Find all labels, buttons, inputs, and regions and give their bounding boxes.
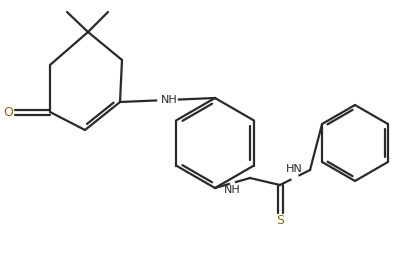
Text: NH: NH [224, 185, 241, 195]
Text: HN: HN [286, 165, 302, 174]
Text: S: S [276, 214, 284, 227]
Text: O: O [3, 106, 13, 118]
Text: NH: NH [161, 95, 178, 105]
